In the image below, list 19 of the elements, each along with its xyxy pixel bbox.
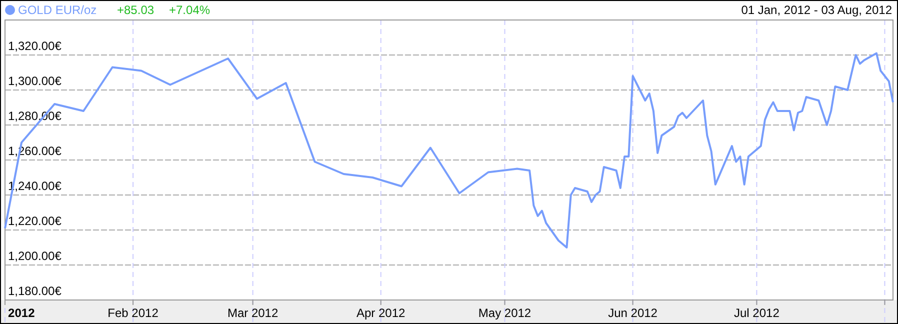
y-tick-label: 1,240.00€ xyxy=(8,179,62,193)
x-tick-label: Apr 2012 xyxy=(356,306,406,320)
chart-subtitle: 01 Jan, 2012 - 03 Aug, 2012 xyxy=(741,3,892,17)
y-tick-label: 1,260.00€ xyxy=(8,144,62,158)
x-tick-label: Mar 2012 xyxy=(227,306,278,320)
y-tick-label: 1,220.00€ xyxy=(8,214,62,228)
y-tick-label: 1,320.00€ xyxy=(8,39,62,53)
x-tick-label: Jul 2012 xyxy=(734,306,780,320)
x-tick-label: May 2012 xyxy=(478,306,532,320)
text: +7.04% xyxy=(169,3,210,17)
x-tick-label: Jun 2012 xyxy=(608,306,658,320)
y-tick-label: 1,200.00€ xyxy=(8,249,62,263)
x-tick-label: Feb 2012 xyxy=(108,306,159,320)
y-tick-label: 1,180.00€ xyxy=(8,284,62,298)
x-tick-label: 2012 xyxy=(8,306,36,320)
y-tick-label: 1,300.00€ xyxy=(8,74,62,88)
y-tick-label: 1,280.00€ xyxy=(8,109,62,123)
legend-label: GOLD EUR/oz xyxy=(18,3,97,17)
text: +85.03 xyxy=(117,3,154,17)
